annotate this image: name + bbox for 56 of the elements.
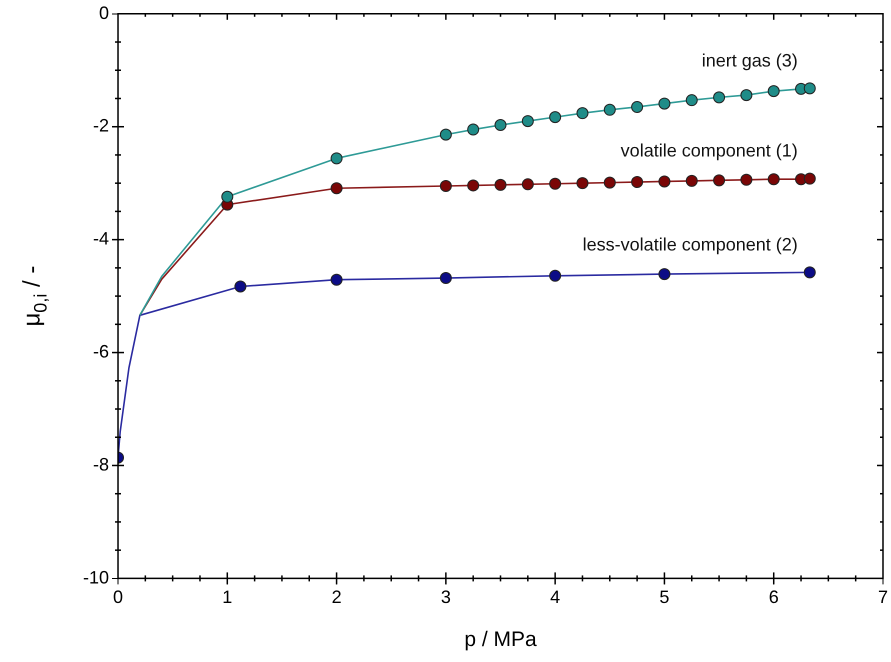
point — [740, 174, 752, 186]
point — [604, 176, 616, 189]
point — [804, 266, 816, 278]
point — [576, 177, 588, 190]
y-tick-label: 0 — [99, 2, 110, 23]
point — [234, 280, 246, 292]
point — [467, 124, 480, 136]
x-axis-title: p / MPa — [464, 628, 538, 652]
x-tick-label: 1 — [222, 587, 232, 608]
point — [631, 176, 644, 188]
point — [522, 178, 534, 190]
point — [631, 100, 644, 113]
point — [467, 179, 480, 192]
x-tick-label: 2 — [332, 587, 342, 608]
point — [658, 268, 670, 280]
point — [686, 94, 698, 106]
point — [549, 270, 562, 282]
point — [330, 182, 343, 194]
point — [330, 274, 343, 286]
point — [713, 174, 726, 186]
point — [604, 104, 616, 116]
point — [658, 175, 670, 188]
y-tick-label: -6 — [93, 342, 110, 362]
y-tick-label: -2 — [93, 116, 110, 136]
x-tick-label: 6 — [768, 587, 779, 608]
point — [804, 82, 816, 94]
y-tick-label: -8 — [93, 454, 110, 474]
point — [804, 172, 816, 185]
point — [576, 107, 588, 120]
point — [330, 152, 343, 164]
point — [522, 115, 534, 128]
series-label: volatile component (1) — [620, 140, 798, 161]
series-label: less-volatile component (2) — [582, 234, 798, 254]
x-tick-label: 0 — [113, 587, 124, 608]
point — [440, 128, 452, 141]
x-tick-label: 5 — [659, 587, 670, 608]
point — [768, 85, 780, 98]
y-tick-label: -4 — [93, 228, 110, 249]
point — [494, 178, 507, 191]
point — [713, 91, 726, 104]
point — [440, 180, 452, 192]
point — [686, 174, 698, 187]
point — [221, 190, 234, 203]
point — [740, 89, 752, 102]
series-label: inert gas (3) — [702, 50, 798, 70]
point — [549, 111, 562, 124]
point — [440, 272, 452, 284]
y-axis-title: μ0,i / - — [18, 266, 50, 327]
x-tick-label: 4 — [550, 587, 560, 608]
y-tick-label: -10 — [83, 567, 110, 588]
point — [768, 173, 780, 186]
point — [494, 119, 507, 132]
x-tick-label: 7 — [878, 587, 888, 608]
x-tick-label: 3 — [440, 587, 451, 608]
point — [549, 178, 562, 190]
point — [658, 98, 670, 110]
